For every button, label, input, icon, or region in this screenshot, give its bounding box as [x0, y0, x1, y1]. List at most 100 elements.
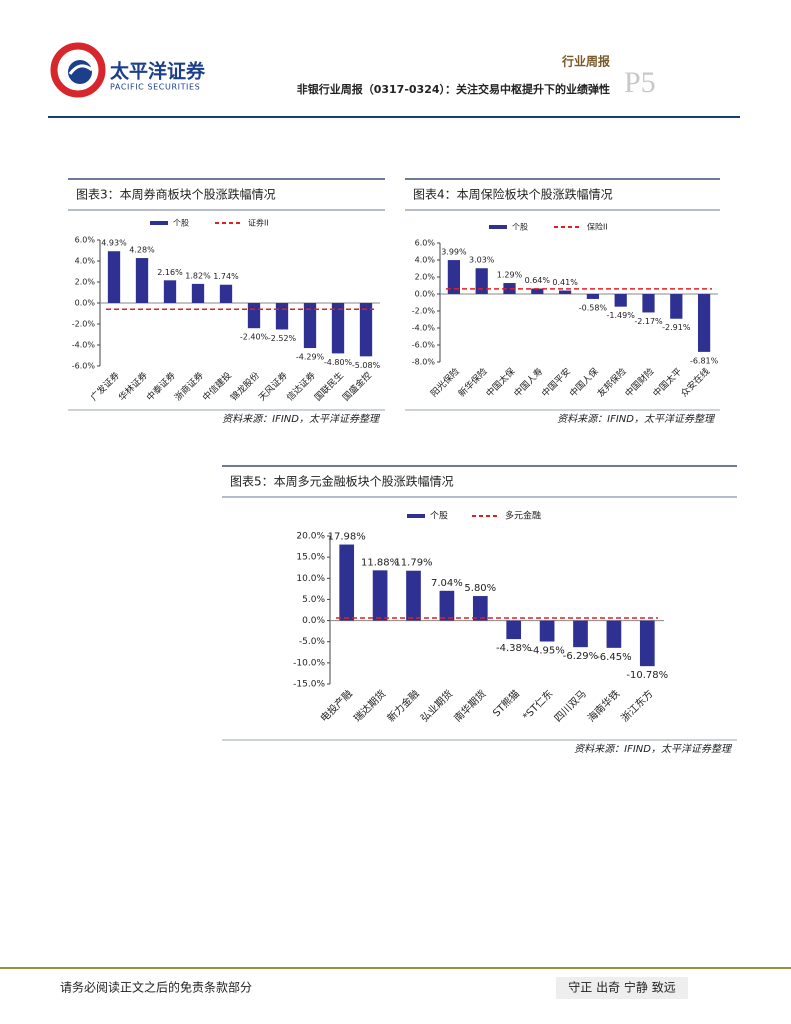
- company-name-en: PACIFIC SECURITIES: [110, 83, 200, 92]
- x-tick-label: 弘业期货: [418, 687, 455, 724]
- x-tick-label: 广发证券: [88, 369, 122, 403]
- value-label: 3.03%: [469, 256, 495, 265]
- bar: [447, 260, 461, 294]
- value-label: 2.16%: [157, 268, 183, 277]
- x-tick-label: 国联民生: [312, 369, 346, 403]
- x-tick-label: 海南华铁: [585, 687, 622, 724]
- bar: [503, 283, 516, 294]
- x-tick-label: *ST仁东: [520, 687, 556, 723]
- x-tick-label: 锦龙股份: [228, 369, 262, 403]
- bar: [642, 294, 655, 313]
- legend-label: 证券II: [248, 218, 269, 228]
- report-type: 行业周报: [561, 54, 610, 69]
- y-tick-label: 2.0%: [415, 273, 436, 282]
- y-tick-label: 2.0%: [75, 278, 96, 287]
- legend-label: 个股: [173, 219, 189, 228]
- value-label: 17.98%: [328, 532, 366, 543]
- bar: [135, 258, 149, 303]
- bar: [439, 590, 455, 621]
- x-tick-label: 信达证券: [284, 369, 318, 403]
- x-tick-label: 四川双马: [552, 688, 589, 725]
- legend-swatch: [150, 221, 168, 225]
- y-tick-label: 10.0%: [296, 574, 325, 584]
- source-note: 资料来源：IFIND，太平洋证券整理: [222, 413, 381, 425]
- x-tick-label: 友邦保险: [595, 365, 629, 399]
- bar: [247, 303, 261, 329]
- value-label: -1.49%: [607, 311, 636, 320]
- bar: [339, 544, 355, 621]
- x-tick-label: 浙商证券: [172, 369, 206, 403]
- y-tick-label: 4.0%: [415, 256, 436, 265]
- x-tick-label: 众安在线: [678, 365, 712, 399]
- legend-swatch: [489, 225, 507, 229]
- y-tick-label: -10.0%: [293, 658, 325, 668]
- value-label: -5.08%: [352, 361, 381, 370]
- y-tick-label: 6.0%: [415, 239, 436, 248]
- y-tick-label: -6.0%: [72, 362, 96, 371]
- value-label: 1.82%: [185, 271, 211, 280]
- value-label: 3.99%: [441, 248, 467, 257]
- chart-title: 图表5：本周多元金融板块个股涨跌幅情况: [230, 474, 454, 489]
- y-tick-label: 0.0%: [75, 299, 96, 308]
- bar: [558, 290, 572, 294]
- value-label: 7.04%: [431, 578, 463, 589]
- value-label: 0.41%: [552, 278, 578, 287]
- y-tick-label: 6.0%: [75, 236, 96, 245]
- value-label: -4.80%: [324, 358, 353, 367]
- bar: [506, 620, 522, 640]
- value-label: 4.93%: [101, 239, 127, 248]
- bar: [539, 620, 555, 642]
- legend-label: 个股: [512, 223, 528, 232]
- x-tick-label: 阳光保险: [428, 365, 462, 399]
- x-tick-label: 中国财险: [622, 365, 656, 399]
- x-tick-label: 国盛金控: [340, 369, 374, 403]
- value-label: -4.38%: [496, 643, 531, 654]
- bar: [275, 303, 289, 330]
- y-tick-label: 15.0%: [296, 553, 325, 563]
- y-tick-label: -2.0%: [412, 307, 436, 316]
- x-tick-label: 天风证券: [256, 369, 290, 403]
- bar: [697, 294, 711, 352]
- bar: [586, 294, 600, 299]
- x-tick-label: 中信建投: [200, 369, 234, 403]
- y-tick-label: 5.0%: [302, 595, 325, 605]
- value-label: -2.52%: [268, 334, 297, 343]
- motto: 守正 出奇 宁静 致远: [568, 980, 675, 995]
- y-tick-label: -5.0%: [299, 637, 326, 647]
- source-note: 资料来源：IFIND，太平洋证券整理: [557, 413, 716, 425]
- x-tick-label: 中泰证券: [144, 369, 178, 403]
- bar: [639, 620, 655, 667]
- bar: [359, 303, 373, 357]
- y-tick-label: -6.0%: [412, 341, 436, 350]
- x-tick-label: 中国人保: [567, 365, 601, 399]
- value-label: -6.29%: [563, 651, 598, 662]
- value-label: 1.29%: [497, 271, 523, 280]
- value-label: -2.40%: [240, 333, 269, 342]
- value-label: -2.17%: [634, 317, 663, 326]
- value-label: 5.80%: [464, 583, 496, 594]
- bar: [472, 596, 488, 621]
- x-tick-label: 新力金融: [384, 687, 421, 724]
- y-tick-label: 0.0%: [302, 616, 325, 626]
- y-tick-label: -4.0%: [412, 324, 436, 333]
- value-label: 0.64%: [525, 276, 551, 285]
- value-label: -2.91%: [662, 323, 691, 332]
- company-name: 太平洋证券: [110, 60, 206, 83]
- y-tick-label: 20.0%: [296, 532, 325, 542]
- bar: [614, 294, 627, 307]
- legend-label: 保险II: [587, 222, 608, 232]
- y-tick-label: -2.0%: [72, 320, 96, 329]
- bar: [406, 570, 421, 621]
- value-label: -4.95%: [529, 646, 564, 657]
- page-number: P5: [624, 66, 656, 99]
- legend-label: 个股: [430, 511, 448, 522]
- value-label: 11.79%: [394, 558, 432, 569]
- bar: [107, 251, 121, 303]
- x-tick-label: 新华保险: [456, 365, 490, 399]
- y-tick-label: 4.0%: [75, 257, 96, 266]
- bar: [670, 294, 683, 319]
- bar: [331, 303, 345, 354]
- value-label: -0.58%: [579, 303, 608, 312]
